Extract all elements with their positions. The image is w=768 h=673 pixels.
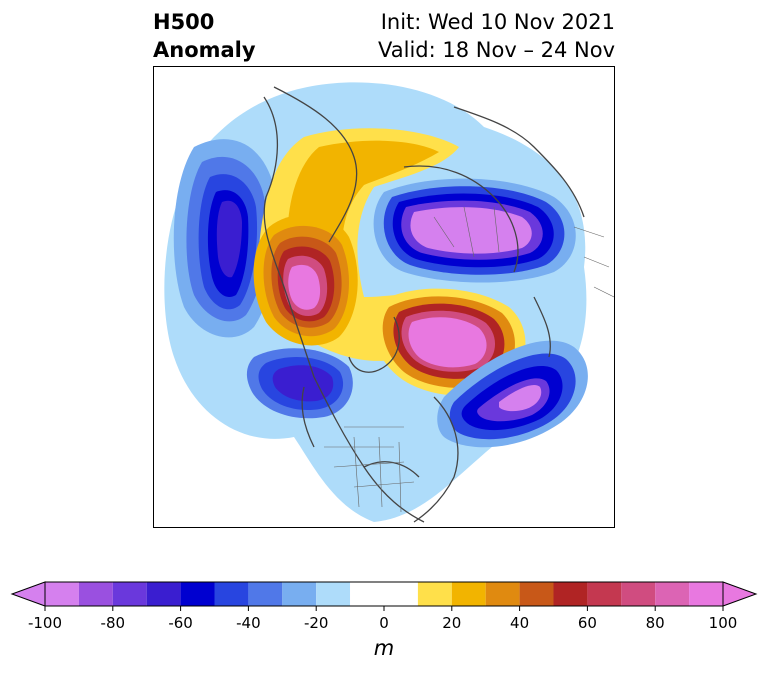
title-kind: Anomaly	[153, 38, 256, 62]
anomaly-map	[153, 66, 615, 528]
colorbar-tick-label: 60	[577, 614, 597, 632]
colorbar-tick-label: -40	[236, 614, 261, 632]
colorbar-segment	[78, 582, 113, 606]
colorbar-segment	[553, 582, 588, 606]
colorbar-segment	[45, 582, 79, 606]
colorbar-segment	[519, 582, 554, 606]
colorbar-segment	[451, 582, 486, 606]
colorbar-tick-label: -60	[168, 614, 193, 632]
colorbar-segment	[621, 582, 656, 606]
colorbar-segment	[214, 582, 249, 606]
colorbar-tick-label: -20	[303, 614, 329, 632]
map-svg	[164, 82, 614, 523]
colorbar-segment	[350, 582, 418, 606]
colorbar-segment	[180, 582, 215, 606]
colorbar	[10, 581, 758, 611]
title-variable: H500	[153, 10, 215, 34]
colorbar-tick-label: 80	[645, 614, 665, 632]
colorbar-segment	[112, 582, 147, 606]
borders	[324, 206, 614, 513]
colorbar-segment	[587, 582, 622, 606]
colorbar-tick-label: -80	[100, 614, 126, 632]
colorbar-segment	[282, 582, 317, 606]
colorbar-tick-label: -100	[27, 614, 63, 632]
colorbar-tick-label: 40	[510, 614, 530, 632]
chart-dates: Init: Wed 10 Nov 2021 Valid: 18 Nov – 24…	[378, 8, 615, 64]
colorbar-segment	[146, 582, 181, 606]
colorbar-segment	[655, 582, 690, 606]
colorbar-max-extend	[722, 581, 758, 607]
valid-range: Valid: 18 Nov – 24 Nov	[378, 38, 615, 62]
chart-title: H500 Anomaly	[153, 8, 256, 64]
colorbar-min-extend	[10, 581, 46, 607]
colorbar-unit: m	[373, 636, 395, 660]
colorbar-segment	[689, 582, 723, 606]
colorbar-segment	[248, 582, 283, 606]
colorbar-segment	[316, 582, 351, 606]
colorbar-segment	[417, 582, 452, 606]
init-date: Init: Wed 10 Nov 2021	[380, 10, 615, 34]
colorbar-segment	[485, 582, 520, 606]
coastlines	[263, 86, 585, 523]
colorbar-tick-label: 0	[379, 614, 389, 632]
colorbar-tick-label: 100	[708, 614, 738, 632]
colorbar-tick-label: 20	[442, 614, 462, 632]
